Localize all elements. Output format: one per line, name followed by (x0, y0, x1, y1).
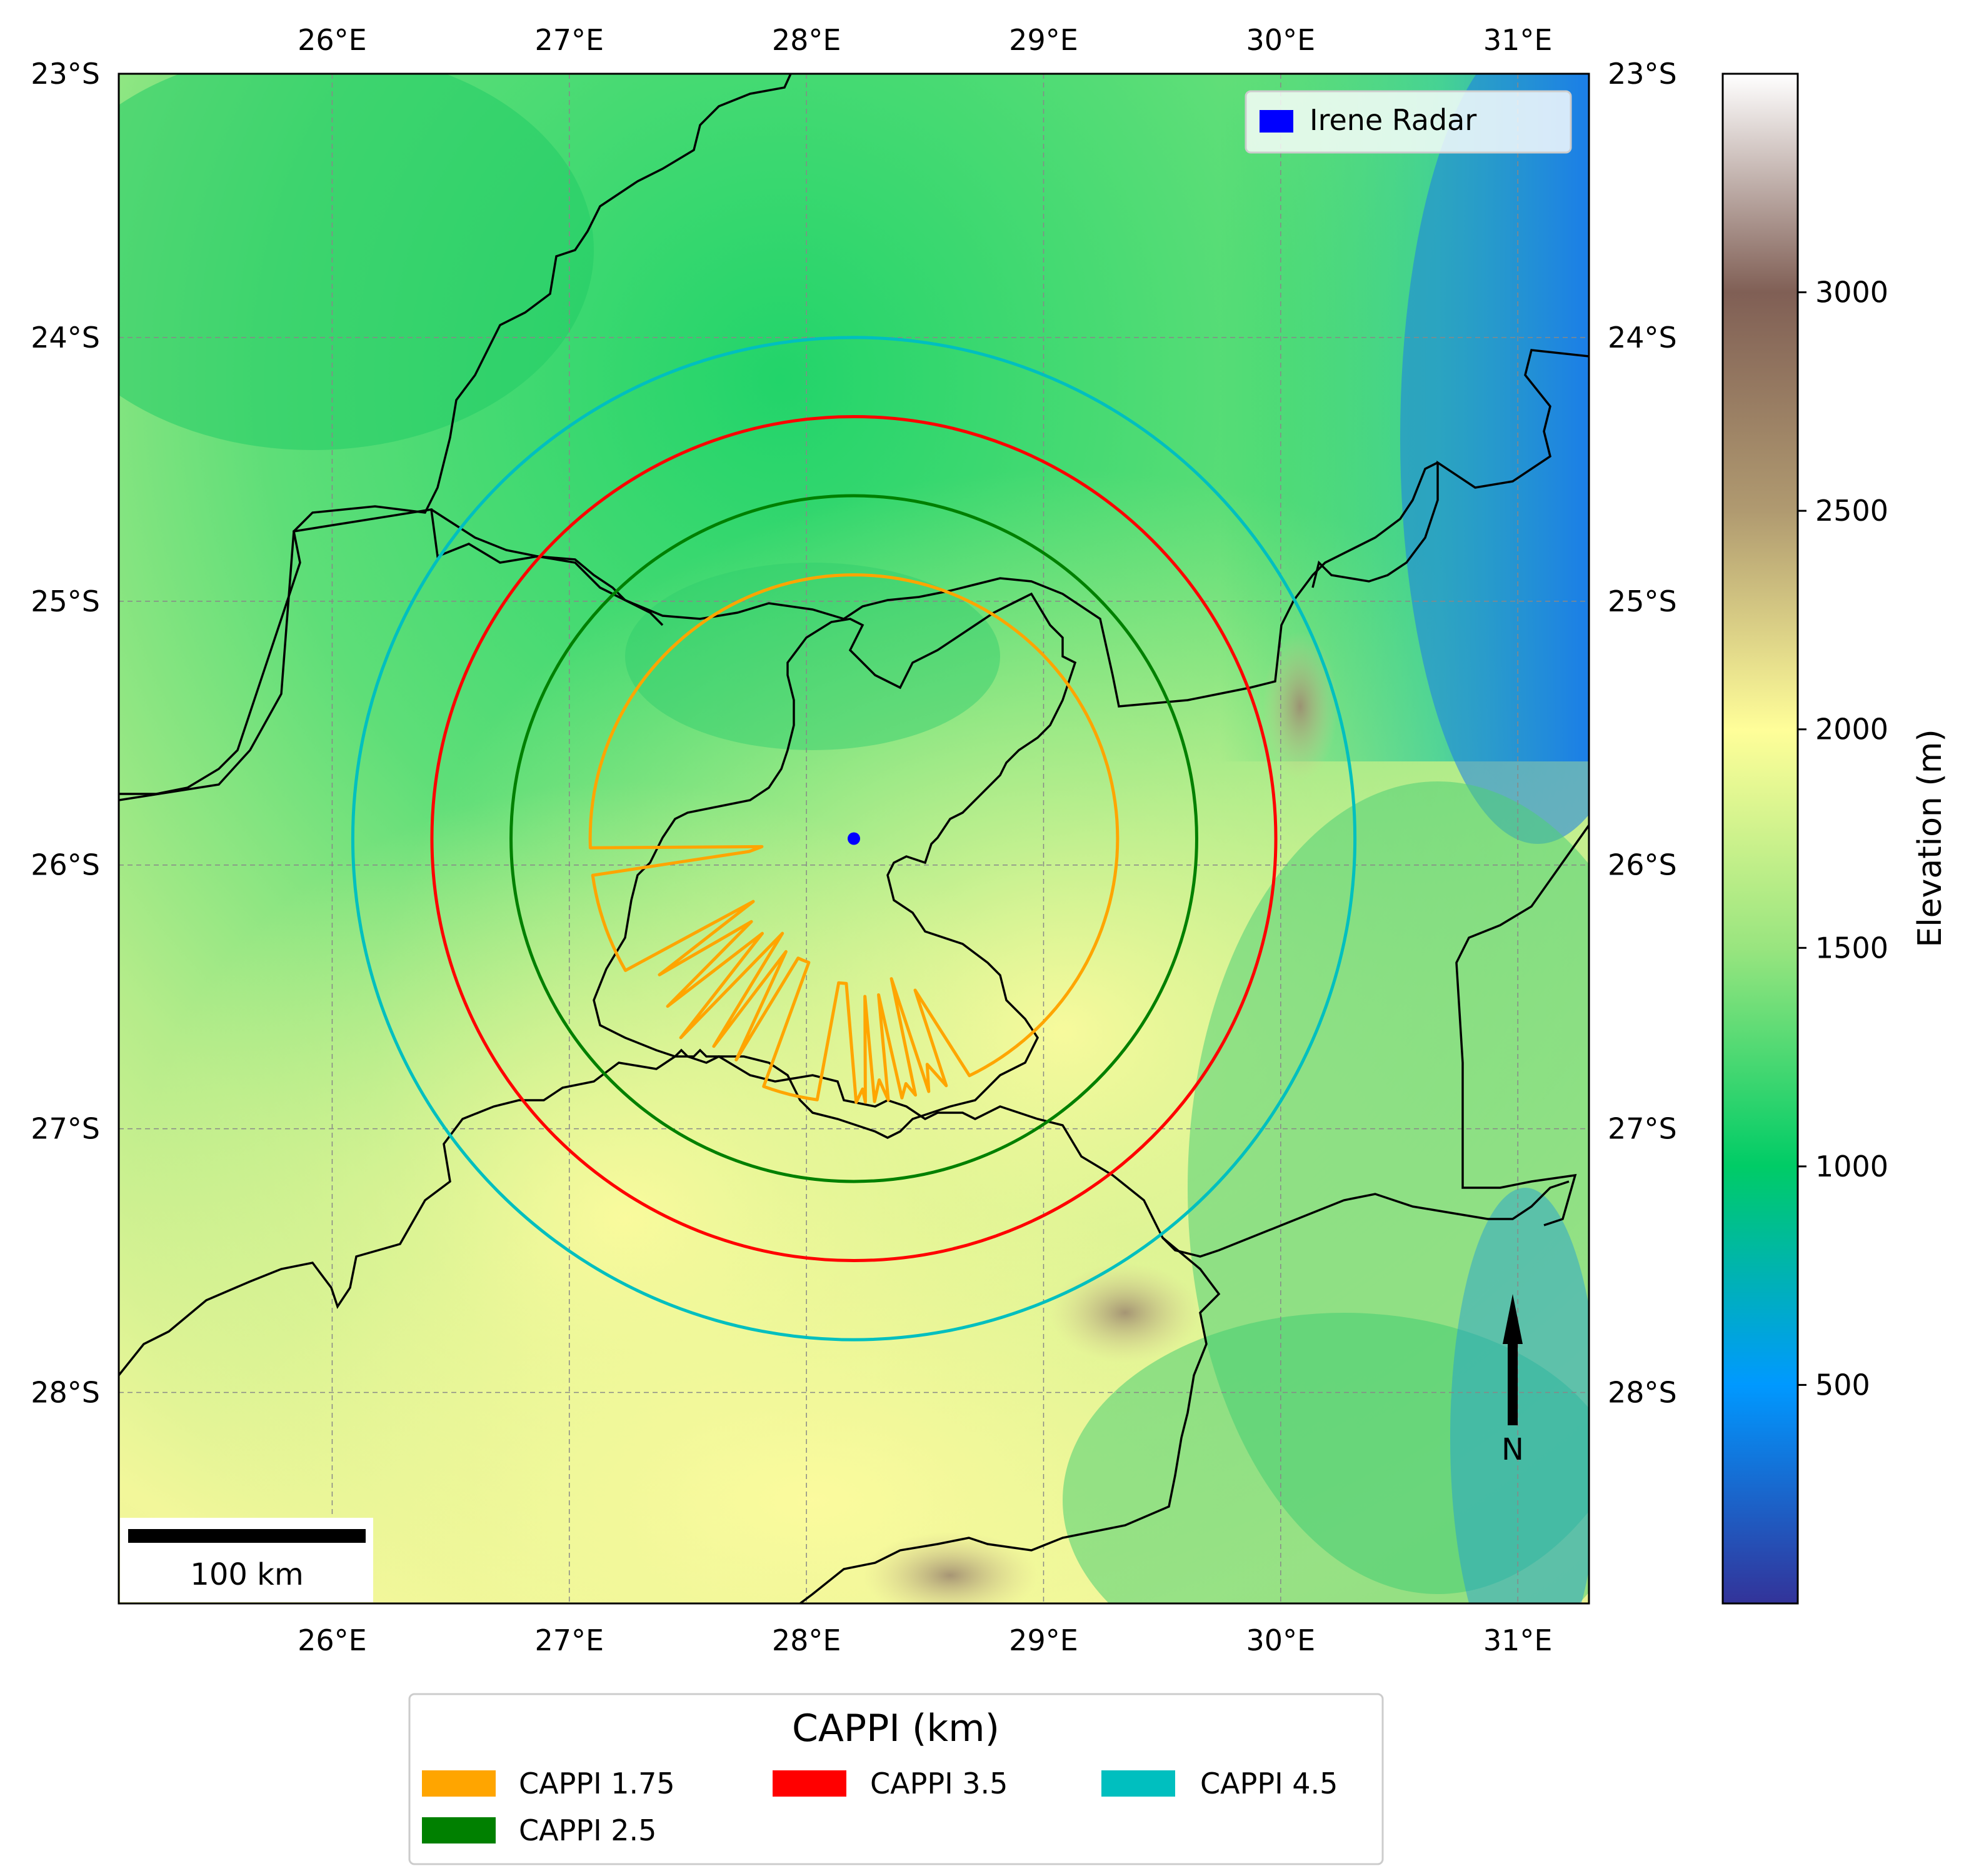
legend-swatch-cappi-1.75 (422, 1770, 496, 1797)
lat-tick-label: 24°S (31, 321, 100, 354)
legend-label-cappi-4.5: CAPPI 4.5 (1200, 1767, 1338, 1800)
lon-tick-label: 27°E (534, 23, 604, 57)
scale-bar: 100 km (120, 1518, 373, 1602)
legend-swatch-cappi-4.5 (1101, 1770, 1175, 1797)
lat-tick-label: 25°S (1608, 584, 1677, 618)
lat-tick-label: 26°S (1608, 848, 1677, 882)
scale-bar-label: 100 km (190, 1557, 303, 1592)
cappi-rings (351, 336, 1357, 1342)
cappi-ring-4.5 (351, 336, 1357, 1342)
axis-tick-labels: 26°E 26°E 27°E 27°E 28°E 28°E 29°E 29°E 30°E 30°E… (31, 23, 1676, 1657)
lon-tick-label: 31°E (1483, 1623, 1553, 1657)
legend-swatch-cappi-3.5 (773, 1770, 846, 1797)
map-frame (118, 73, 1590, 1605)
cappi-ring-2.5 (509, 494, 1198, 1183)
colorbar-tick-label: 500 (1815, 1368, 1870, 1402)
colorbar-tick-label: 1000 (1815, 1150, 1888, 1183)
lat-tick-label: 23°S (1608, 57, 1677, 91)
lat-tick-label: 28°S (1608, 1375, 1677, 1409)
radar-legend-label: Irene Radar (1310, 103, 1476, 137)
legend-label-cappi-3.5: CAPPI 3.5 (870, 1767, 1008, 1800)
radar-legend-swatch (1260, 110, 1293, 133)
provincial-border-mpumalanga-kzn (799, 1236, 1221, 1603)
gauteng-border (593, 592, 1077, 1139)
radar-legend: Irene Radar (1245, 90, 1572, 154)
legend-label-cappi-1.75: CAPPI 1.75 (519, 1767, 675, 1800)
lon-tick-label: 27°E (534, 1623, 604, 1657)
country-border-botswana (119, 74, 792, 795)
radar-location-marker (848, 832, 860, 845)
cappi-legend-title: CAPPI (km) (792, 1707, 1000, 1750)
cappi-ring-3.5 (430, 414, 1278, 1263)
lat-tick-label: 23°S (31, 57, 100, 91)
north-label: N (1501, 1432, 1524, 1467)
colorbar-tick-label: 1500 (1815, 931, 1888, 965)
lon-tick-label: 30°E (1246, 1623, 1316, 1657)
lat-tick-label: 27°S (1608, 1112, 1677, 1146)
lon-tick-label: 26°E (298, 1623, 367, 1657)
lon-tick-label: 28°E (772, 1623, 841, 1657)
lat-tick-label: 28°S (31, 1375, 100, 1409)
elevation-colorbar: 500 1000 1500 2000 2500 3000 Elevation (m) (1721, 73, 1949, 1605)
lon-tick-label: 31°E (1483, 23, 1553, 57)
lon-tick-label: 30°E (1246, 23, 1316, 57)
lon-tick-label: 29°E (1009, 1623, 1078, 1657)
legend-label-cappi-2.5: CAPPI 2.5 (519, 1813, 656, 1847)
provincial-border-northwest (119, 508, 664, 801)
colorbar-tick-label: 2000 (1815, 713, 1888, 746)
cappi-ring-1.75 (588, 573, 1120, 1104)
north-arrow-icon (1503, 1294, 1523, 1344)
provincial-border-freestate (119, 1048, 1570, 1377)
colorbar-tick-label: 3000 (1815, 276, 1888, 309)
lon-tick-label: 28°E (772, 23, 841, 57)
cappi-legend: CAPPI (km) CAPPI 1.75 CAPPI 3.5 CAPPI 4.… (408, 1693, 1384, 1865)
lat-tick-label: 25°S (31, 584, 100, 618)
country-border-eswatini-region (1455, 824, 1589, 1226)
lat-tick-label: 27°S (31, 1112, 100, 1146)
north-arrow: N (1501, 1294, 1524, 1467)
lat-tick-label: 26°S (31, 848, 100, 882)
colorbar-title: Elevation (m) (1911, 729, 1949, 947)
lon-tick-label: 29°E (1009, 23, 1078, 57)
colorbar-tick-label: 2500 (1815, 494, 1888, 528)
legend-swatch-cappi-2.5 (422, 1817, 496, 1843)
lon-tick-label: 26°E (298, 23, 367, 57)
lat-tick-label: 24°S (1608, 321, 1677, 354)
